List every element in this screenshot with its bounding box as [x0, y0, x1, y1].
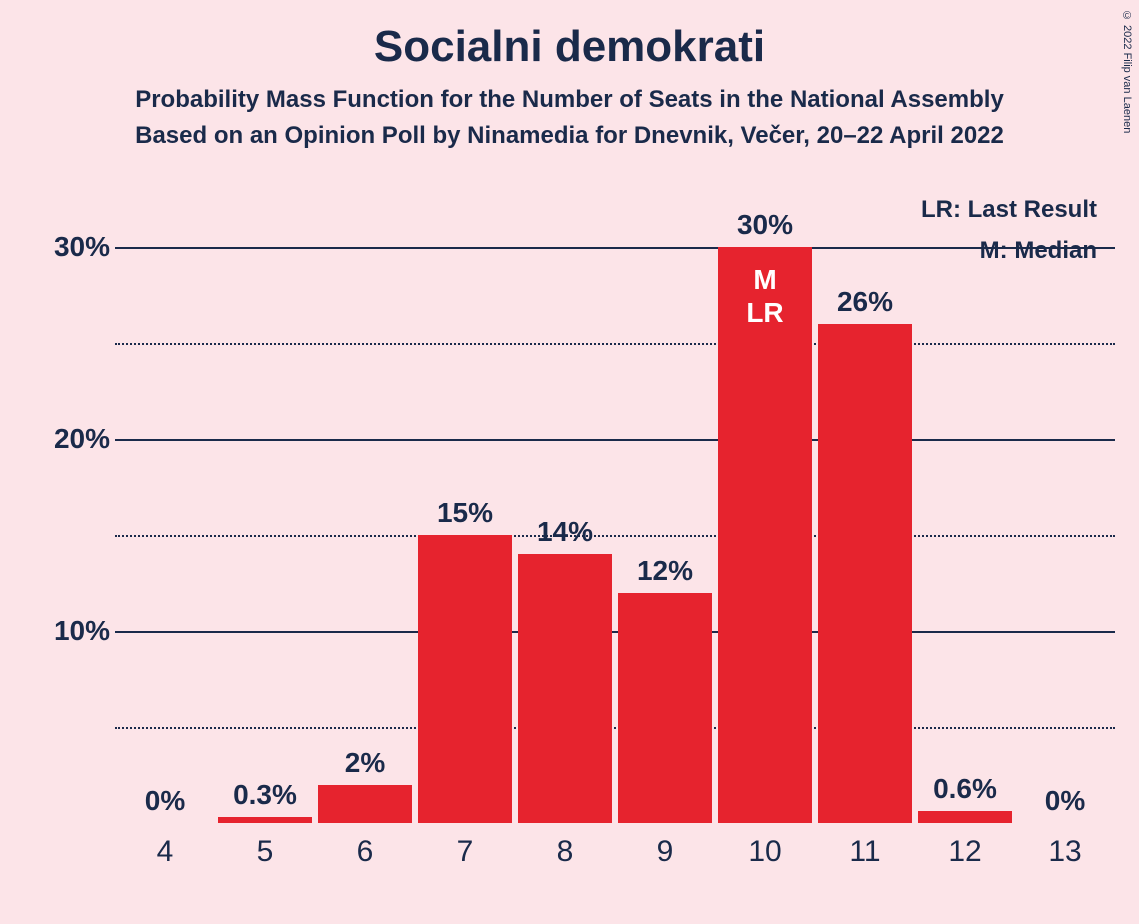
chart-title: Socialni demokrati — [0, 22, 1139, 72]
bar: 26%11 — [818, 324, 912, 823]
bar: 12%9 — [618, 593, 712, 823]
x-tick-label: 8 — [518, 835, 612, 869]
bar-rect — [518, 554, 612, 823]
bar-rect — [218, 817, 312, 823]
x-tick-label: 12 — [918, 835, 1012, 869]
x-tick-label: 5 — [218, 835, 312, 869]
bar-value-label: 0.3% — [218, 779, 312, 817]
bar-rect — [918, 811, 1012, 823]
bar: 2%6 — [318, 785, 412, 823]
y-tick-label: 30% — [40, 231, 110, 263]
bar: 30%10MLR — [718, 247, 812, 823]
x-tick-label: 6 — [318, 835, 412, 869]
marker-last-result: LR — [718, 297, 812, 329]
chart-subtitle-2: Based on an Opinion Poll by Ninamedia fo… — [0, 118, 1139, 154]
bar-rect — [718, 247, 812, 823]
chart-subtitle-1: Probability Mass Function for the Number… — [0, 82, 1139, 118]
copyright-text: © 2022 Filip van Laenen — [1121, 10, 1133, 133]
bar-value-label: 0.6% — [918, 773, 1012, 811]
bar-rect — [618, 593, 712, 823]
bar-value-label: 14% — [518, 516, 612, 554]
y-tick-label: 20% — [40, 423, 110, 455]
x-tick-label: 10 — [718, 835, 812, 869]
bar: 15%7 — [418, 535, 512, 823]
bar: 0.6%12 — [918, 811, 1012, 823]
bar-value-label: 26% — [818, 286, 912, 324]
bar-rect — [418, 535, 512, 823]
plot-area: LR: Last Result M: Median 0%40.3%52%615%… — [115, 218, 1115, 823]
x-tick-label: 4 — [118, 835, 212, 869]
bar: 14%8 — [518, 554, 612, 823]
bar-value-label: 0% — [1018, 785, 1112, 823]
bar-value-label: 0% — [118, 785, 212, 823]
chart-header: Socialni demokrati Probability Mass Func… — [0, 0, 1139, 154]
bar-value-label: 2% — [318, 747, 412, 785]
x-tick-label: 7 — [418, 835, 512, 869]
bar-value-label: 12% — [618, 555, 712, 593]
bar-rect — [318, 785, 412, 823]
bar-value-label: 30% — [718, 209, 812, 247]
marker-median: M — [718, 264, 812, 296]
x-tick-label: 11 — [818, 835, 912, 869]
pmf-bar-chart: LR: Last Result M: Median 0%40.3%52%615%… — [40, 218, 1120, 853]
x-tick-label: 9 — [618, 835, 712, 869]
bar-value-label: 15% — [418, 497, 512, 535]
x-tick-label: 13 — [1018, 835, 1112, 869]
bar-rect — [818, 324, 912, 823]
y-tick-label: 10% — [40, 615, 110, 647]
bars-container: 0%40.3%52%615%714%812%930%10MLR26%110.6%… — [115, 218, 1115, 823]
median-lr-marker: MLR — [718, 264, 812, 328]
bar: 0.3%5 — [218, 817, 312, 823]
